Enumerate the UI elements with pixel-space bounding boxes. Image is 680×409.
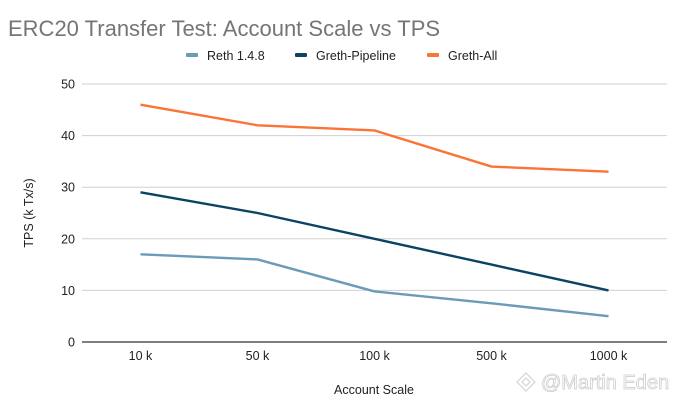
legend-item: Greth-Pipeline xyxy=(295,49,396,63)
legend-item: Greth-All xyxy=(427,49,497,63)
legend-swatch xyxy=(295,53,307,57)
y-tick-label: 30 xyxy=(61,181,75,195)
legend: Reth 1.4.8 Greth-Pipeline Greth-All xyxy=(186,49,497,63)
watermark: @Martin Eden xyxy=(516,372,670,394)
y-axis-label: TPS (k Tx/s) xyxy=(22,178,36,247)
legend-label: Greth-Pipeline xyxy=(316,49,396,63)
series-lines xyxy=(140,103,609,318)
y-tick-label: 10 xyxy=(61,284,75,298)
legend-label: Reth 1.4.8 xyxy=(207,49,265,63)
legend-swatch xyxy=(427,53,439,57)
series-line-greth-all xyxy=(140,103,609,173)
x-tick-label: 1000 k xyxy=(590,349,628,363)
y-tick-label: 0 xyxy=(68,336,75,350)
x-tick-label: 100 k xyxy=(359,349,390,363)
chart-title: ERC20 Transfer Test: Account Scale vs TP… xyxy=(8,16,440,41)
series-line-greth-pipeline xyxy=(140,191,609,292)
series-line-reth-1-4-8 xyxy=(140,253,609,318)
x-tick-label: 500 k xyxy=(476,349,507,363)
y-axis-ticks: 0 10 20 30 40 50 xyxy=(61,78,75,350)
legend-item: Reth 1.4.8 xyxy=(186,49,265,63)
legend-swatch xyxy=(186,53,198,57)
y-tick-label: 40 xyxy=(61,129,75,143)
legend-label: Greth-All xyxy=(448,49,497,63)
watermark-text: @Martin Eden xyxy=(541,372,669,394)
x-axis-ticks: 10 k 50 k 100 k 500 k 1000 k xyxy=(129,349,628,363)
binance-logo-icon xyxy=(516,372,536,392)
x-tick-label: 10 k xyxy=(129,349,153,363)
gridlines xyxy=(82,83,667,343)
y-tick-label: 50 xyxy=(61,78,75,92)
x-axis-label: Account Scale xyxy=(334,383,414,397)
x-tick-label: 50 k xyxy=(246,349,270,363)
y-tick-label: 20 xyxy=(61,232,75,246)
